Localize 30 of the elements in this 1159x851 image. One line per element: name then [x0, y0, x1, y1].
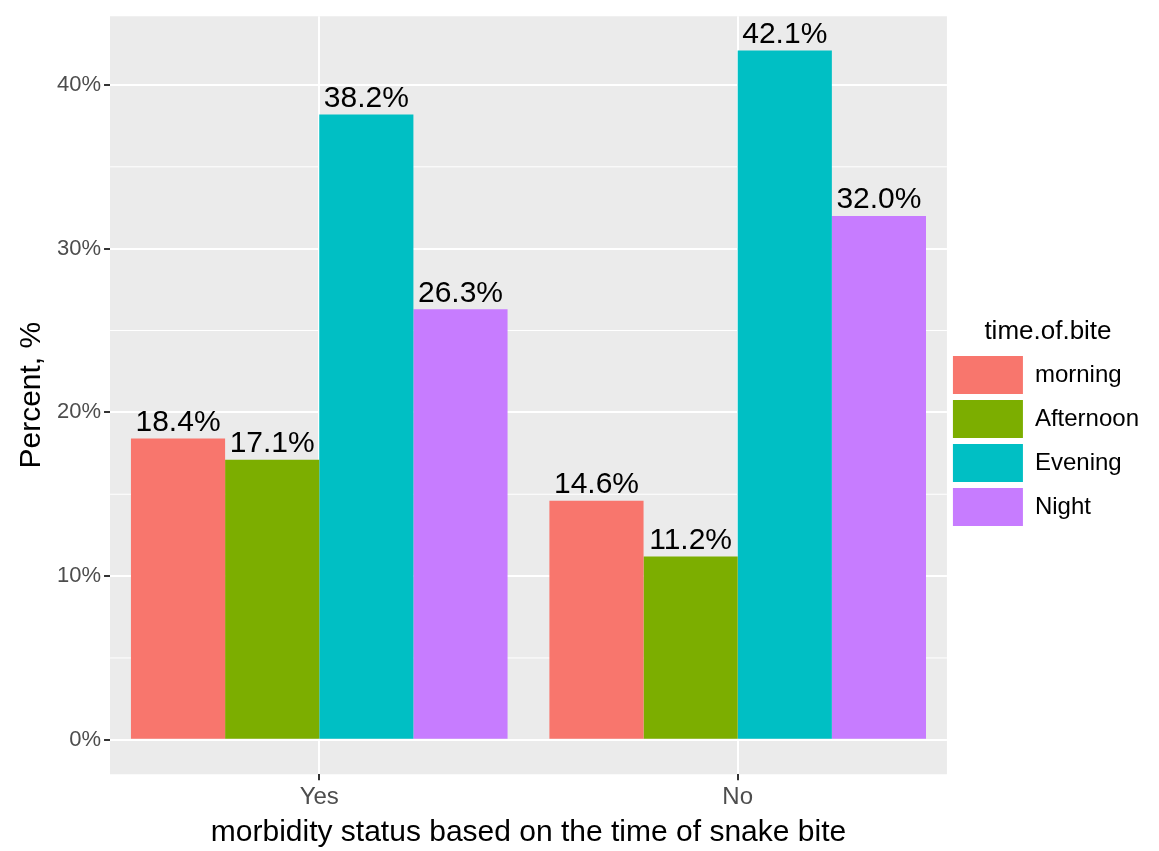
- legend-label: Night: [1034, 491, 1092, 519]
- data-label: 26.3%: [417, 274, 504, 308]
- y-axis-title: Percent, %: [13, 321, 47, 469]
- data-label: 38.2%: [323, 79, 409, 113]
- data-label: 11.2%: [649, 521, 733, 555]
- y-tick-label: 40%: [56, 71, 102, 97]
- data-label: 42.1%: [742, 15, 828, 49]
- x-tick-label: Yes: [299, 782, 339, 810]
- y-tick-label: 30%: [56, 234, 102, 260]
- y-tick-label: 20%: [56, 398, 102, 424]
- legend-label: morning: [1034, 359, 1122, 387]
- bar: [225, 459, 320, 739]
- bar: [549, 500, 644, 739]
- data-label: 14.6%: [553, 466, 640, 500]
- legend-title: time.of.bite: [984, 315, 1112, 346]
- x-axis-title: morbidity status based on the time of snake bite: [210, 814, 847, 848]
- legend-label: Afternoon: [1034, 403, 1139, 431]
- legend-label: Evening: [1034, 447, 1122, 475]
- y-tick-label: 0%: [69, 725, 102, 751]
- bar: [831, 215, 926, 739]
- bar: [319, 114, 414, 739]
- bar: [737, 50, 832, 739]
- bar: [130, 438, 226, 739]
- bar: [643, 556, 738, 739]
- data-label: 17.1%: [229, 425, 315, 459]
- y-tick-label: 10%: [56, 562, 102, 588]
- bar: [413, 309, 508, 739]
- data-label: 32.0%: [836, 181, 922, 215]
- data-label: 18.4%: [135, 403, 221, 437]
- x-tick-label: No: [722, 782, 754, 810]
